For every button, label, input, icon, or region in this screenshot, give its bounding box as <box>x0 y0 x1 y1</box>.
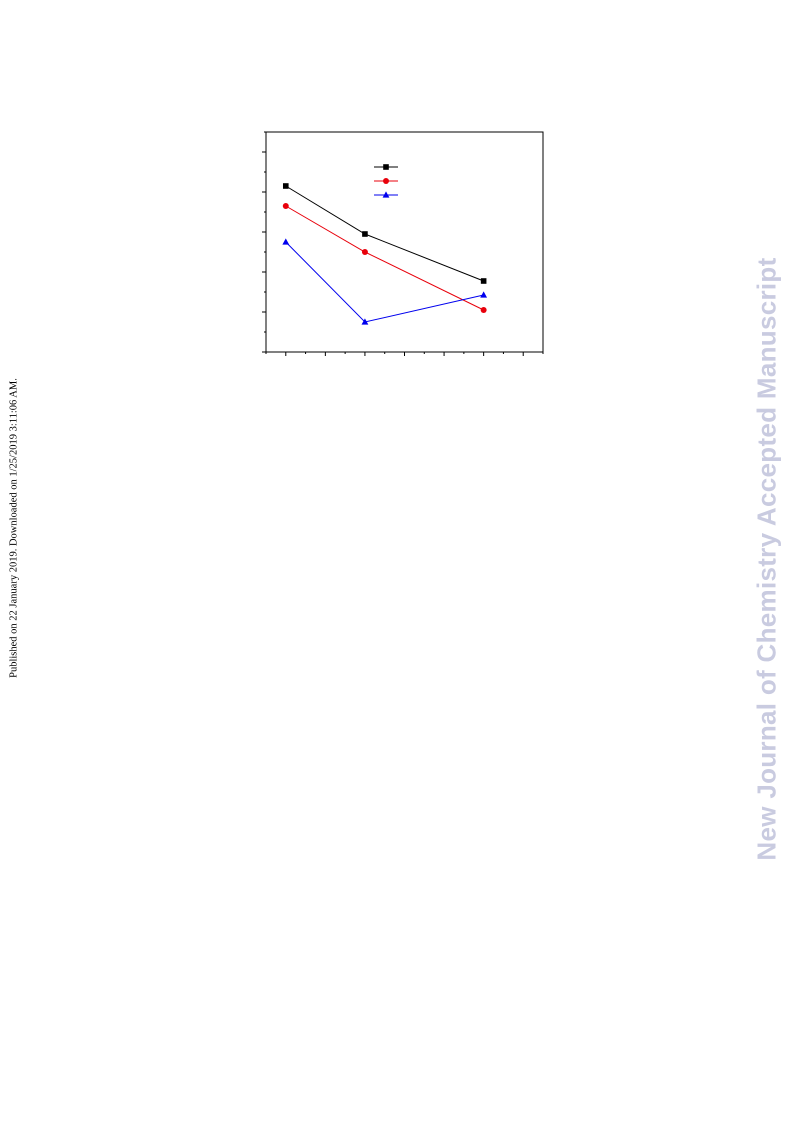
series-line-1 <box>285 185 484 282</box>
series-line-3 <box>285 241 484 323</box>
publication-note: Published on 22 January 2019. Downloaded… <box>8 378 20 678</box>
series-line-2 <box>285 205 484 311</box>
plot-frame <box>265 131 544 353</box>
axis-ticks <box>262 131 544 356</box>
series-lines <box>285 185 484 323</box>
series-2-point <box>480 307 487 313</box>
legend-marker-3 <box>382 191 390 198</box>
legend-marker-1 <box>383 164 389 170</box>
series-3-point <box>361 318 369 325</box>
series-3-point <box>480 291 488 298</box>
line-chart-svg <box>262 131 544 356</box>
legend-marker-2 <box>383 178 389 184</box>
series-3-point <box>282 238 290 245</box>
journal-watermark: New Journal of Chemistry Accepted Manusc… <box>751 257 782 861</box>
series-markers <box>282 183 488 325</box>
series-2-point <box>361 249 368 255</box>
series-1-point <box>480 278 487 284</box>
line-chart <box>262 128 552 360</box>
chart-legend <box>374 164 398 198</box>
series-1-point <box>282 183 289 189</box>
series-1-point <box>362 231 368 237</box>
series-2-point <box>282 203 289 209</box>
